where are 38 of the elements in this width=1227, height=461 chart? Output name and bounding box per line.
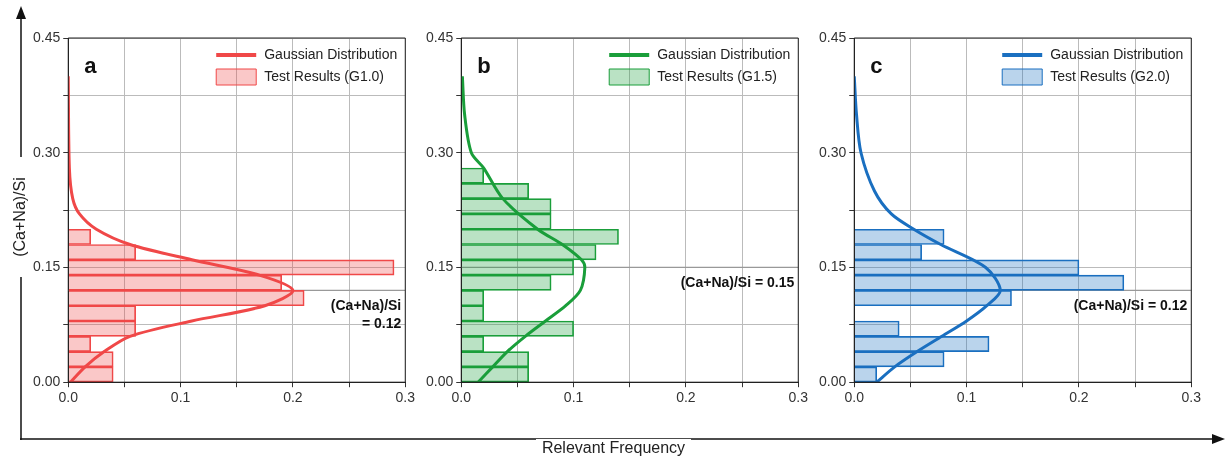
y-tick-label: 0.30: [819, 143, 847, 160]
x-tick-label: 0.1: [956, 389, 977, 406]
y-tick-label: 0.00: [426, 373, 454, 390]
x-tick-label: 0.0: [58, 389, 79, 406]
y-tick-label: 0.15: [426, 258, 454, 275]
y-tick-label: 0.30: [33, 143, 61, 160]
y-axis-title: (Ca+Na)/Si: [11, 157, 29, 277]
y-tick-label: 0.15: [33, 258, 61, 275]
x-tick-label: 0.0: [451, 389, 472, 406]
x-tick-label: 0.3: [395, 389, 416, 406]
ref-line-label: (Ca+Na)/Si = 0.12: [1073, 297, 1188, 314]
x-tick-label: 0.3: [1181, 389, 1202, 406]
y-tick-label: 0.45: [33, 28, 61, 45]
annotation: c: [870, 53, 883, 79]
annotation: b: [477, 53, 491, 79]
annotation: a: [84, 53, 98, 79]
y-tick-label: 0.00: [819, 373, 847, 390]
x-tick-label: 0.1: [170, 389, 191, 406]
legend-label: Gaussian Distribution: [1050, 45, 1184, 62]
x-tick-label: 0.3: [788, 389, 809, 406]
legend-label: Test Results (G1.0): [264, 67, 385, 84]
x-tick-label: 0.1: [563, 389, 584, 406]
x-tick-label: 0.0: [844, 389, 865, 406]
legend-label: Test Results (G1.5): [657, 67, 778, 84]
y-tick-label: 0.45: [819, 28, 847, 45]
x-axis-title: Relevant Frequency: [535, 439, 692, 456]
legend-label: Gaussian Distribution: [657, 45, 791, 62]
y-tick-label: 0.30: [426, 143, 454, 160]
y-tick-label: 0.00: [33, 373, 61, 390]
x-tick-label: 0.2: [283, 389, 303, 406]
legend-label: Gaussian Distribution: [264, 45, 398, 62]
legend-label: Test Results (G2.0): [1050, 67, 1171, 84]
ref-line-label: (Ca+Na)/Si = 0.15: [680, 274, 795, 291]
x-tick-label: 0.2: [1069, 389, 1089, 406]
ref-line-label: (Ca+Na)/Si = 0.12: [330, 297, 402, 332]
y-tick-label: 0.45: [426, 28, 454, 45]
x-tick-label: 0.2: [676, 389, 696, 406]
y-tick-label: 0.15: [819, 258, 847, 275]
